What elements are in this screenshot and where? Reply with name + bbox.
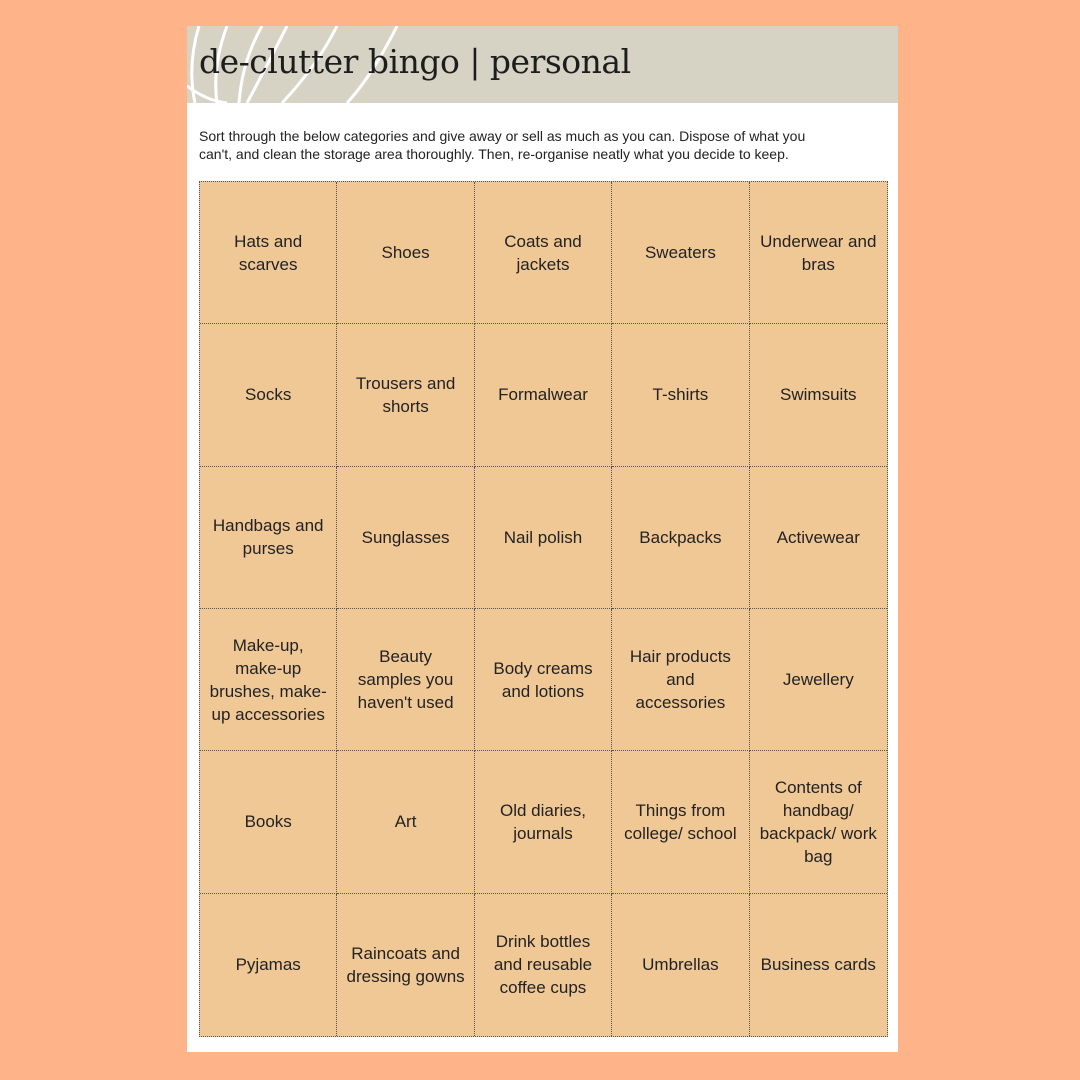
bingo-grid: Hats and scarves Shoes Coats and jackets Sw… [199, 181, 888, 1037]
bingo-cell[interactable]: Make-up, make-up brushes, make-up access… [200, 608, 338, 752]
bingo-cell[interactable]: Beauty samples you haven't used [337, 608, 475, 752]
bingo-cell[interactable]: Swimsuits [749, 324, 887, 467]
header-banner: de-clutter bingo | personal [187, 26, 898, 103]
bingo-cell[interactable]: Body creams and lotions [474, 608, 613, 752]
bingo-cell[interactable]: Nail polish [474, 466, 613, 609]
page-title: de-clutter bingo | personal [199, 42, 631, 81]
bingo-cell[interactable]: T-shirts [612, 324, 750, 467]
bingo-cell[interactable]: Coats and jackets [474, 182, 613, 325]
bingo-cell[interactable]: Backpacks [612, 466, 750, 609]
bingo-cell[interactable]: Sunglasses [337, 466, 475, 609]
bingo-cell[interactable]: Art [337, 751, 475, 894]
bingo-cell[interactable]: Underwear and bras [749, 182, 887, 325]
bingo-cell[interactable]: Hats and scarves [200, 182, 338, 325]
bingo-cell[interactable]: Formalwear [474, 324, 613, 467]
bingo-sheet: de-clutter bingo | personal Sort through… [187, 26, 898, 1052]
bingo-cell[interactable]: Sweaters [612, 182, 750, 325]
bingo-cell[interactable]: Pyjamas [200, 893, 338, 1036]
bingo-cell[interactable]: Trousers and shorts [337, 324, 475, 467]
bingo-cell[interactable]: Books [200, 751, 338, 894]
bingo-cell[interactable]: Handbags and purses [200, 466, 338, 609]
bingo-cell[interactable]: Activewear [749, 467, 887, 609]
bingo-cell[interactable]: Socks [200, 324, 338, 467]
instructions-text: Sort through the below categories and gi… [199, 128, 806, 162]
bingo-cell[interactable]: Raincoats and dressing gowns [337, 893, 475, 1036]
bingo-cell[interactable]: Old diaries, journals [474, 751, 613, 894]
bingo-cell[interactable]: Umbrellas [612, 893, 750, 1036]
bingo-cell[interactable]: Drink bottles and reusable coffee cups [475, 893, 613, 1036]
bingo-cell[interactable]: Shoes [337, 182, 475, 325]
bingo-cell[interactable]: Contents of handbag/ backpack/ work bag [749, 751, 887, 894]
bingo-cell[interactable]: Hair products and accessories [612, 608, 750, 752]
bingo-cell[interactable]: Things from college/ school [612, 751, 750, 894]
bingo-cell[interactable]: Business cards [760, 955, 876, 975]
bingo-cell[interactable]: Jewellery [749, 609, 887, 752]
decorative-swirl-lines [187, 26, 399, 103]
